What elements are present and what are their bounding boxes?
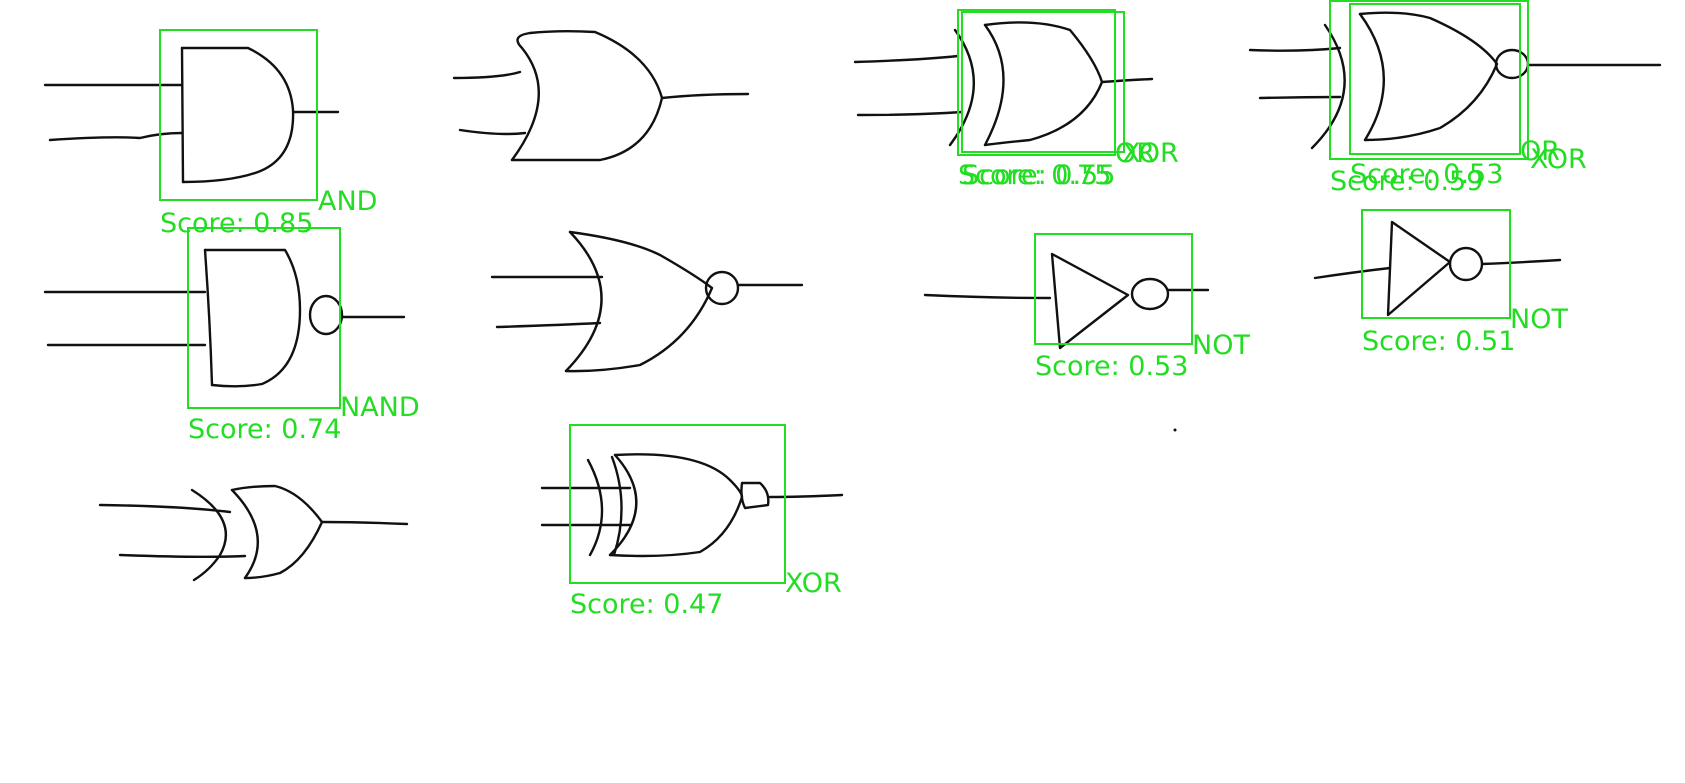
or-gate-sketch: [452, 30, 750, 162]
bounding-box: [1034, 233, 1193, 345]
and-gate-sketch: [43, 46, 340, 184]
bounding-box: [961, 11, 1125, 153]
detection-score: Score: 0.55: [962, 160, 1115, 191]
bounding-box: [1361, 209, 1511, 319]
detection-score: Score: 0.74: [188, 414, 341, 445]
detection-or: OR Score: 0.75: [957, 9, 1155, 191]
xor-gate-sketch: [853, 21, 1154, 147]
detection-score: Score: 0.47: [570, 589, 723, 620]
bounding-box: [569, 424, 786, 584]
bounding-box: [1349, 3, 1521, 155]
nor-gate-sketch: [490, 230, 804, 373]
xor-gate-sketch-2: [98, 484, 409, 582]
detection-label: NOT: [1192, 330, 1250, 361]
detection-xor-3: XOR Score: 0.47: [569, 424, 842, 620]
bounding-box: [159, 29, 318, 201]
detection-score: Score: 0.53: [1350, 159, 1503, 190]
nand-gate-sketch: [43, 248, 406, 388]
detection-nand: NAND Score: 0.74: [187, 227, 420, 445]
detection-label: XOR: [1122, 138, 1179, 169]
detection-score: Score: 0.75: [958, 160, 1111, 191]
detection-score: Score: 0.85: [160, 208, 313, 239]
not-gate-sketch: [923, 252, 1210, 350]
detection-xor: XOR Score: 0.55: [961, 11, 1179, 191]
xnor-gate-sketch-2: [540, 453, 844, 558]
detection-label: OR: [1520, 136, 1560, 167]
bounding-box: [957, 9, 1116, 156]
detection-not-2: NOT Score: 0.51: [1361, 209, 1568, 357]
ink-dot: [1173, 428, 1177, 432]
detection-not: NOT Score: 0.53: [1034, 233, 1250, 382]
detection-score: Score: 0.51: [1362, 326, 1515, 357]
detection-label: OR: [1115, 138, 1155, 169]
detection-label: NAND: [340, 392, 420, 423]
xnor-gate-sketch: [1248, 11, 1662, 150]
detection-label: AND: [318, 186, 377, 217]
not-gate-sketch-2: [1313, 220, 1562, 317]
detection-score: Score: 0.59: [1330, 166, 1483, 197]
detection-label: NOT: [1510, 304, 1568, 335]
bounding-box: [187, 227, 341, 409]
bounding-box: [1329, 0, 1529, 160]
detection-xor-2: XOR Score: 0.59: [1329, 0, 1587, 197]
detection-label: XOR: [785, 568, 842, 599]
detection-score: Score: 0.53: [1035, 351, 1188, 382]
detection-and: AND Score: 0.85: [159, 29, 377, 239]
detection-label: XOR: [1530, 144, 1587, 175]
detection-or-2: OR Score: 0.53: [1349, 3, 1560, 190]
